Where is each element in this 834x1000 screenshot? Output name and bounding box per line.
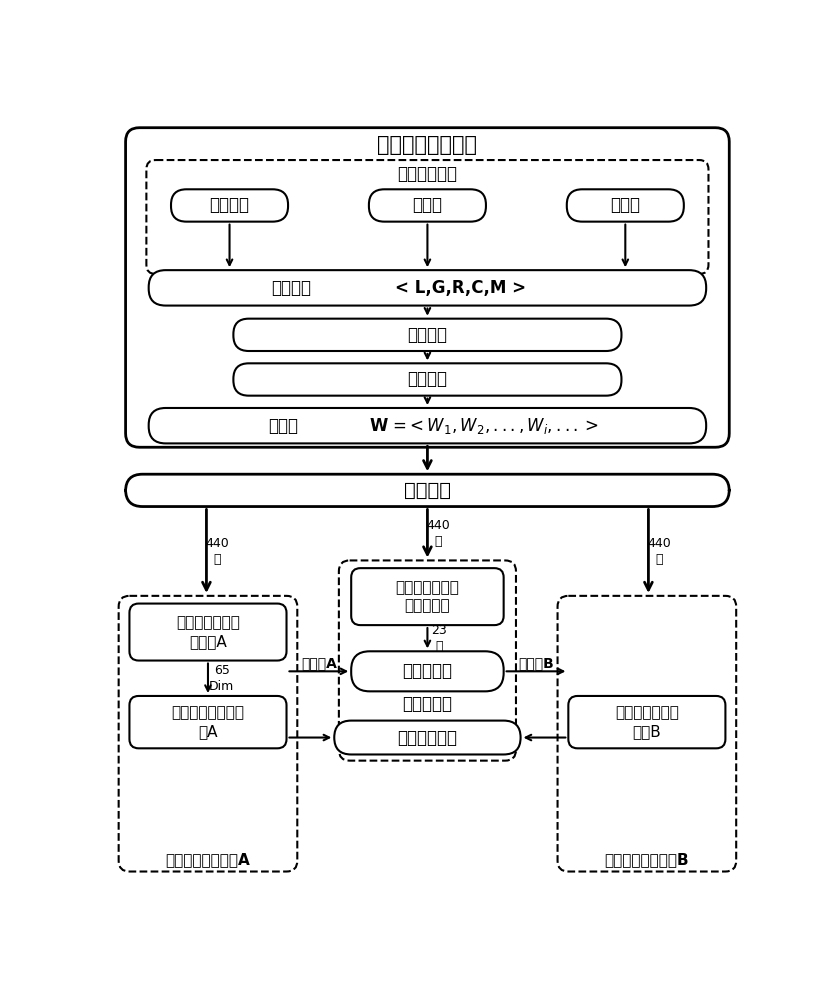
Text: 特征选择：针对
姿态组A: 特征选择：针对 姿态组A bbox=[176, 615, 240, 649]
Text: 窗口划分: 窗口划分 bbox=[408, 370, 447, 388]
Text: 转角识别：姿态组A: 转角识别：姿态组A bbox=[166, 852, 250, 867]
FancyBboxPatch shape bbox=[339, 560, 516, 761]
Text: 特征提取: 特征提取 bbox=[404, 481, 451, 500]
FancyBboxPatch shape bbox=[148, 270, 706, 306]
FancyBboxPatch shape bbox=[171, 189, 288, 222]
FancyBboxPatch shape bbox=[369, 189, 486, 222]
Text: 数据测量及预处理: 数据测量及预处理 bbox=[378, 135, 477, 155]
FancyBboxPatch shape bbox=[558, 596, 736, 872]
FancyBboxPatch shape bbox=[334, 721, 520, 754]
FancyBboxPatch shape bbox=[567, 189, 684, 222]
Text: 加速度计: 加速度计 bbox=[209, 196, 249, 214]
FancyBboxPatch shape bbox=[234, 363, 621, 396]
Text: 440
维: 440 维 bbox=[647, 537, 671, 566]
Text: 转角识别结果: 转角识别结果 bbox=[398, 729, 457, 747]
Text: 传感器测量值: 传感器测量值 bbox=[398, 165, 457, 183]
Text: 转角分类器：姿态
组A: 转角分类器：姿态 组A bbox=[172, 705, 244, 739]
Text: $\mathbf{W}$ =$<W_1,W_2,...,W_i,...>$: $\mathbf{W}$ =$<W_1,W_2,...,W_i,...>$ bbox=[369, 416, 598, 436]
Text: 姿态组B: 姿态组B bbox=[518, 656, 554, 670]
FancyBboxPatch shape bbox=[147, 160, 708, 274]
Text: 磁力计: 磁力计 bbox=[610, 196, 641, 214]
FancyBboxPatch shape bbox=[234, 319, 621, 351]
Text: 23
维: 23 维 bbox=[431, 624, 447, 653]
Text: 陀螺仪: 陀螺仪 bbox=[413, 196, 442, 214]
FancyBboxPatch shape bbox=[129, 696, 287, 748]
FancyBboxPatch shape bbox=[351, 568, 504, 625]
Text: 姿态组A: 姿态组A bbox=[301, 656, 337, 670]
Text: < L,G,R,C,M >: < L,G,R,C,M > bbox=[395, 279, 526, 297]
FancyBboxPatch shape bbox=[126, 474, 729, 507]
Text: 特征选择：针对
姿态组识别: 特征选择：针对 姿态组识别 bbox=[395, 580, 460, 613]
Text: 转角识别：姿态组B: 转角识别：姿态组B bbox=[605, 852, 689, 867]
Text: 440
维: 440 维 bbox=[426, 519, 450, 548]
Text: 65
Dim: 65 Dim bbox=[209, 664, 234, 693]
Text: 噪声滤除: 噪声滤除 bbox=[408, 326, 447, 344]
FancyBboxPatch shape bbox=[126, 128, 729, 447]
Text: 转角分类器：姿
态组B: 转角分类器：姿 态组B bbox=[615, 705, 679, 739]
FancyBboxPatch shape bbox=[568, 696, 726, 748]
FancyBboxPatch shape bbox=[118, 596, 297, 872]
FancyBboxPatch shape bbox=[148, 408, 706, 443]
FancyBboxPatch shape bbox=[129, 604, 287, 661]
Text: 姿态分类器: 姿态分类器 bbox=[403, 662, 452, 680]
Text: 窗口集: 窗口集 bbox=[269, 417, 299, 435]
Text: 姿态组识别: 姿态组识别 bbox=[403, 695, 452, 713]
FancyBboxPatch shape bbox=[351, 651, 504, 691]
Text: 数据序列: 数据序列 bbox=[271, 279, 311, 297]
Text: 440
维: 440 维 bbox=[205, 537, 229, 566]
